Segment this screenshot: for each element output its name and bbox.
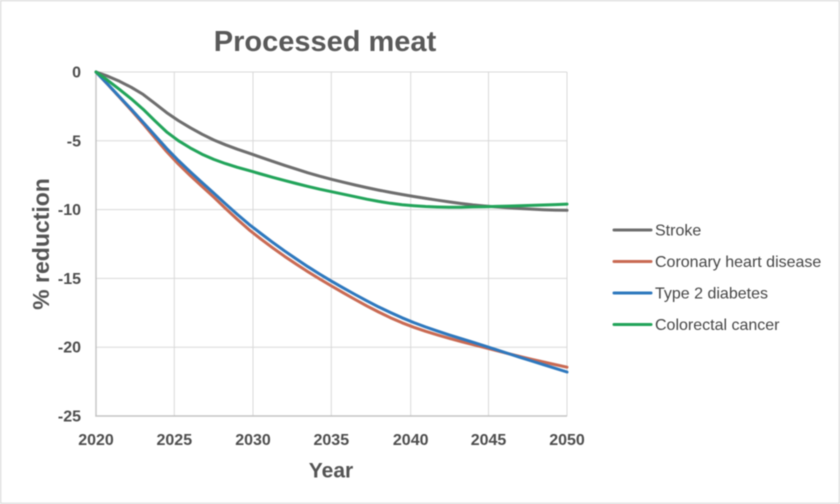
svg-text:2030: 2030 — [235, 432, 271, 449]
svg-text:-10: -10 — [58, 202, 81, 219]
svg-text:2045: 2045 — [471, 432, 507, 449]
svg-text:2025: 2025 — [157, 432, 193, 449]
svg-text:% reduction: % reduction — [28, 178, 54, 310]
svg-text:Processed meat: Processed meat — [214, 26, 437, 58]
svg-text:0: 0 — [72, 65, 81, 82]
svg-text:2020: 2020 — [78, 432, 114, 449]
svg-text:-25: -25 — [58, 409, 81, 426]
svg-text:Year: Year — [309, 460, 353, 483]
svg-text:Coronary heart disease: Coronary heart disease — [655, 254, 821, 271]
svg-text:-15: -15 — [58, 271, 81, 288]
svg-text:Stroke: Stroke — [655, 223, 701, 240]
svg-text:Colorectal cancer: Colorectal cancer — [655, 317, 780, 334]
svg-text:2040: 2040 — [393, 432, 429, 449]
svg-text:-5: -5 — [67, 133, 81, 150]
svg-text:-20: -20 — [58, 340, 81, 357]
svg-text:2050: 2050 — [549, 432, 585, 449]
svg-text:Type 2 diabetes: Type 2 diabetes — [655, 286, 768, 303]
svg-text:2035: 2035 — [314, 432, 350, 449]
